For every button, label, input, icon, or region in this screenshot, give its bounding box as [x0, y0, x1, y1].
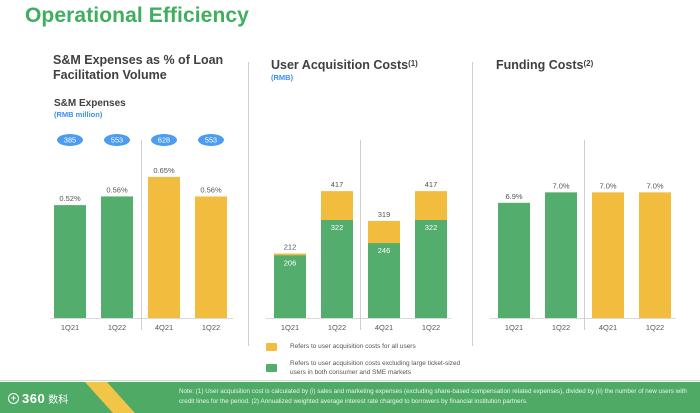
uac-total-label: 212: [284, 242, 297, 251]
funding-bar: [545, 192, 577, 318]
sm-tick-label: 1Q21: [61, 323, 79, 332]
sm-tick-label: 1Q22: [202, 323, 220, 332]
sm-expense-pill-label: 385: [64, 136, 76, 145]
sm-bar: [54, 205, 86, 318]
sm-tick-label: 1Q22: [108, 323, 126, 332]
uac-panel-title: User Acquisition Costs(1): [271, 58, 418, 73]
sm-expense-pill: [104, 134, 130, 146]
sm-value-label: 0.56%: [106, 185, 128, 194]
uac-excl-large-label: 206: [284, 258, 297, 267]
logo-chinese-text: 数科: [48, 395, 69, 406]
uac-excl-large-label: 246: [378, 246, 391, 255]
funding-bar: [498, 202, 530, 318]
sm-expenses-subtitle: S&M Expenses: [54, 98, 126, 109]
sm-value-label: 0.65%: [153, 166, 175, 175]
sm-tick-label: 4Q21: [155, 323, 173, 332]
sm-panel-title-line2: Facilitation Volume: [53, 68, 167, 82]
funding-value-label: 7.0%: [599, 181, 616, 190]
funding-value-label: 7.0%: [646, 181, 663, 190]
uac-bar-excl-large: [321, 220, 353, 318]
uac-bar-excl-large: [368, 243, 400, 318]
sm-expense-pill-label: 553: [111, 136, 123, 145]
company-logo: + 360 数科: [8, 391, 68, 406]
logo-number: 360: [22, 391, 46, 406]
sm-bar: [101, 196, 133, 318]
uac-excl-large-label: 322: [331, 223, 344, 232]
uac-bar-excl-large: [415, 220, 447, 318]
uac-total-label: 319: [378, 210, 391, 219]
footer-divider: [0, 380, 700, 381]
uac-footnote-marker: (1): [408, 59, 418, 68]
sm-bar: [195, 196, 227, 318]
sm-bar: [148, 176, 180, 318]
funding-bar: [592, 192, 624, 318]
uac-total-label: 417: [331, 180, 344, 189]
uac-total-label: 417: [425, 180, 438, 189]
sm-expenses-unit: (RMB million): [54, 110, 103, 119]
panel-separator: [248, 62, 249, 346]
funding-panel-title: Funding Costs(2): [496, 58, 593, 73]
sm-panel-title: S&M Expenses as % of Loan Facilitation V…: [53, 53, 223, 83]
panel-separator: [472, 62, 473, 346]
sm-expense-pill: [151, 134, 177, 146]
uac-tick-label: 1Q21: [281, 323, 299, 332]
funding-tick-label: 1Q22: [552, 323, 570, 332]
uac-excl-large-label: 322: [425, 223, 438, 232]
sm-value-label: 0.56%: [200, 185, 222, 194]
uac-tick-label: 4Q21: [375, 323, 393, 332]
legend-swatch-excl-large: [266, 364, 277, 372]
sm-expense-pill-label: 628: [158, 136, 170, 145]
footnote-line1: Note: (1) User acquisition cost is calcu…: [179, 388, 687, 395]
funding-value-label: 6.9%: [505, 192, 522, 201]
funding-tick-label: 1Q21: [505, 323, 523, 332]
sm-value-label: 0.52%: [59, 194, 81, 203]
uac-tick-label: 1Q22: [328, 323, 346, 332]
sm-expense-pill: [57, 134, 83, 146]
footer-bar: + 360 数科 Note: (1) User acquisition cost…: [0, 382, 700, 413]
funding-footnote-marker: (2): [583, 59, 594, 68]
page-title: Operational Efficiency: [25, 4, 249, 27]
footer-accent-stripe: [85, 382, 144, 413]
footnote-line2: credit lines for the period. (2) Annuali…: [179, 398, 528, 405]
legend-label-excl-large-line2: users in both consumer and SME markets: [290, 369, 412, 376]
funding-value-label: 7.0%: [552, 181, 569, 190]
funding-bar: [639, 192, 671, 318]
footnote: Note: (1) User acquisition cost is calcu…: [179, 387, 694, 407]
funding-panel-title-text: Funding Costs: [496, 58, 584, 72]
sm-panel-title-line1: S&M Expenses as % of Loan: [53, 53, 224, 67]
logo-plus-icon: +: [8, 393, 19, 404]
uac-bar-excl-large: [274, 255, 306, 318]
uac-unit: (RMB): [271, 73, 294, 82]
legend-swatch-all-users: [266, 343, 277, 351]
legend-label-excl-large: Refers to user acquisition costs excludi…: [290, 359, 460, 377]
sm-expense-pill-label: 553: [205, 136, 217, 145]
charts-canvas: 1Q21 0.52% 385 1Q22 0.56% 553 4Q21 0.65% 628 1Q22…: [50, 134, 676, 332]
legend-label-all-users: Refers to user acquisition costs for all…: [290, 343, 416, 350]
uac-tick-label: 1Q22: [422, 323, 440, 332]
funding-tick-label: 1Q22: [646, 323, 664, 332]
legend-label-excl-large-line1: Refers to user acquisition costs excludi…: [290, 360, 461, 367]
sm-expense-pill: [198, 134, 224, 146]
uac-panel-title-text: User Acquisition Costs: [271, 58, 409, 72]
funding-tick-label: 4Q21: [599, 323, 617, 332]
